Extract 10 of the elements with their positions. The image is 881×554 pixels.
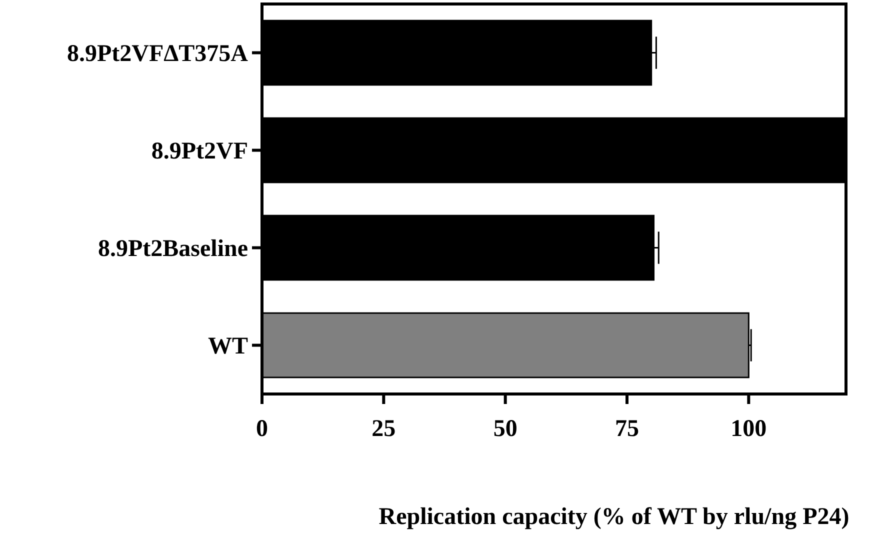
y-tick-label: 8.9Pt2VF	[151, 138, 248, 165]
y-tick-label: 8.9Pt2VFΔT375A	[66, 41, 249, 68]
x-tick-label: 50	[493, 416, 518, 442]
x-tick-label: 0	[256, 416, 268, 442]
y-tick-label: WT	[208, 334, 248, 360]
x-tick-label: 75	[615, 416, 639, 442]
y-tick-label: 8.9Pt2Baseline	[98, 236, 248, 262]
x-axis-title: Replication capacity (% of WT by rlu/ng P24)	[378, 504, 850, 530]
x-tick-label: 25	[372, 416, 396, 442]
x-tick-label: 100	[730, 416, 767, 442]
